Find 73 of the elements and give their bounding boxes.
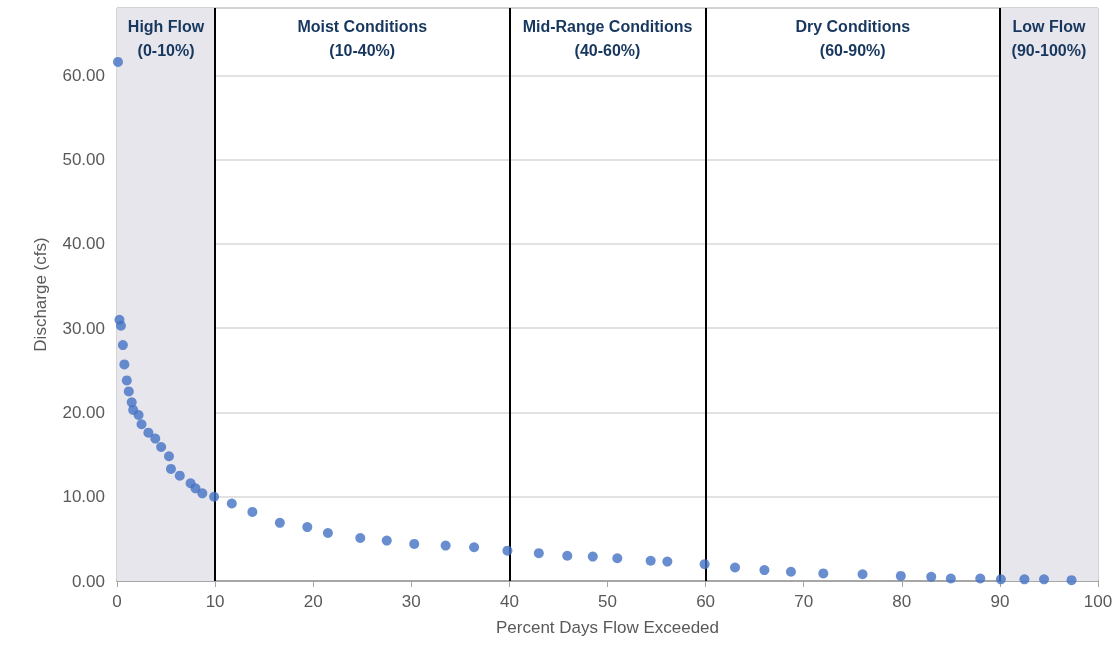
point: [209, 491, 220, 502]
y-tick-label: 20.00: [62, 402, 105, 422]
point: [730, 562, 741, 573]
point: [165, 463, 176, 474]
point: [274, 517, 285, 528]
x-tick-label: 50: [598, 592, 617, 611]
band-label: High Flow (0-10%): [127, 17, 205, 59]
point: [121, 375, 132, 386]
y-axis-title: Discharge (cfs): [31, 237, 50, 352]
point: [136, 419, 147, 430]
point: [857, 569, 868, 580]
point: [1019, 574, 1030, 585]
point: [1066, 575, 1077, 586]
point: [197, 488, 208, 499]
point: [164, 451, 174, 462]
point: [926, 571, 937, 582]
point: [759, 565, 770, 576]
point: [247, 506, 258, 517]
point: [533, 548, 544, 559]
x-axis-title: Percent Days Flow Exceeded: [496, 618, 719, 637]
point: [645, 555, 656, 566]
point: [409, 538, 420, 549]
point: [818, 568, 829, 579]
point: [785, 566, 796, 577]
point: [502, 545, 513, 556]
point: [995, 574, 1006, 585]
annotation: Mid-Range Conditions (40-60%): [522, 17, 693, 59]
y-tick-label: 40.00: [62, 234, 105, 254]
point: [662, 556, 673, 567]
point: [699, 559, 710, 570]
x-tick-label: 90: [990, 592, 1010, 611]
point: [469, 542, 480, 553]
point: [226, 498, 237, 509]
point: [381, 535, 392, 546]
point: [115, 320, 126, 331]
point: [174, 470, 185, 481]
point: [117, 340, 128, 351]
point: [119, 359, 130, 370]
y-tick-label: 10.00: [62, 487, 105, 507]
y-tick-label: 0.00: [71, 571, 105, 591]
point: [1039, 574, 1050, 585]
point: [190, 483, 201, 494]
point: [440, 540, 451, 551]
point: [587, 551, 598, 562]
x-tick-label: 100: [1083, 592, 1113, 611]
x-tick-label: 80: [892, 592, 912, 611]
point: [895, 570, 906, 581]
point: [302, 522, 313, 533]
y-tick-label: 30.00: [62, 318, 105, 338]
point: [123, 386, 134, 397]
point: [562, 550, 573, 561]
y-tick-label: 60.00: [62, 65, 105, 85]
x-tick-label: 70: [794, 592, 814, 611]
annotation: Moist Conditions (10-40%): [297, 17, 428, 59]
point: [612, 553, 623, 564]
annotation: Dry Conditions (60-90%): [795, 17, 911, 59]
point: [150, 433, 161, 444]
point: [975, 573, 986, 584]
point: [322, 527, 333, 538]
x-tick-label: 40: [499, 592, 519, 611]
point: [355, 533, 366, 544]
x-tick-label: 30: [401, 592, 421, 611]
point: [112, 56, 123, 67]
point: [945, 573, 956, 584]
x-tick-label: 60: [696, 592, 716, 611]
x-tick-label: 20: [303, 592, 323, 611]
point: [156, 442, 167, 453]
point: [133, 410, 144, 420]
band-label: Low Flow (90-100%): [1011, 17, 1087, 59]
x-tick-label: 0: [112, 592, 122, 611]
x-tick-label: 10: [205, 592, 225, 611]
point: [143, 427, 154, 438]
y-tick-label: 50.00: [62, 150, 105, 170]
